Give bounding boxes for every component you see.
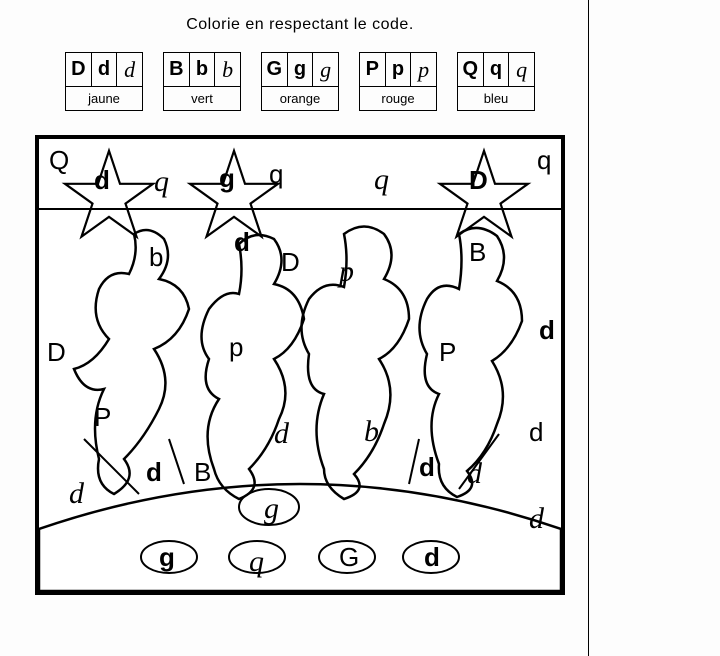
legend-item: Q q q bleu <box>457 52 535 111</box>
legend-color-label: vert <box>164 87 240 110</box>
legend-letter: p <box>411 53 436 87</box>
legend-letter: b <box>215 53 240 87</box>
drawing-letter: b <box>364 417 379 447</box>
drawing-letter: P <box>439 339 456 365</box>
legend-item: P p p rouge <box>359 52 437 111</box>
drawing-letter: d <box>146 459 162 485</box>
drawing-letter: d <box>94 167 110 193</box>
legend-color-label: rouge <box>360 87 436 110</box>
drawing-letter: g <box>264 494 279 524</box>
coloring-drawing: QdqgqqDqbdDpBDpPdPdbddBdddgdgqGd <box>35 135 565 595</box>
legend-letter: g <box>313 53 338 87</box>
drawing-letter: p <box>229 334 243 360</box>
worksheet-page: Colorie en respectant le code. D d d jau… <box>10 0 590 595</box>
drawing-letter: d <box>274 419 289 449</box>
color-legend: D d d jaune B b b vert G g g orange P <box>10 52 590 111</box>
drawing-letter: g <box>219 165 235 191</box>
legend-color-label: bleu <box>458 87 534 110</box>
legend-letter: q <box>484 53 510 87</box>
legend-letter: b <box>190 53 216 87</box>
drawing-letter: b <box>149 244 163 270</box>
legend-letter: D <box>66 53 92 87</box>
legend-item: B b b vert <box>163 52 241 111</box>
page-divider <box>588 0 589 656</box>
drawing-letter: p <box>339 257 354 287</box>
drawing-letter: d <box>529 504 544 534</box>
drawing-letter: d <box>529 419 543 445</box>
drawing-letter: q <box>249 547 264 577</box>
drawing-letter: Q <box>49 147 69 173</box>
drawing-letter: g <box>159 544 175 570</box>
legend-letter: G <box>262 53 288 87</box>
drawing-svg <box>39 139 561 591</box>
legend-letter: B <box>164 53 190 87</box>
legend-letter: q <box>509 53 534 87</box>
drawing-letter: d <box>539 317 555 343</box>
drawing-letter: P <box>94 404 111 430</box>
drawing-letter: q <box>374 165 389 195</box>
drawing-letter: B <box>194 459 211 485</box>
legend-letter: d <box>92 53 118 87</box>
drawing-letter: B <box>469 239 486 265</box>
drawing-letter: D <box>469 167 488 193</box>
legend-item: D d d jaune <box>65 52 143 111</box>
legend-color-label: orange <box>262 87 338 110</box>
drawing-letter: d <box>69 479 84 509</box>
legend-letter: d <box>117 53 142 87</box>
legend-letter: p <box>386 53 412 87</box>
drawing-letter: d <box>424 544 440 570</box>
legend-letter: Q <box>458 53 484 87</box>
instruction-title: Colorie en respectant le code. <box>10 0 590 52</box>
drawing-letter: d <box>467 459 482 489</box>
drawing-letter: q <box>537 147 551 173</box>
drawing-letter: D <box>47 339 66 365</box>
drawing-letter: d <box>419 454 435 480</box>
drawing-letter: q <box>154 167 169 197</box>
legend-letter: g <box>288 53 314 87</box>
legend-letter: P <box>360 53 386 87</box>
drawing-letter: d <box>234 229 250 255</box>
legend-item: G g g orange <box>261 52 339 111</box>
drawing-letter: q <box>269 161 283 187</box>
drawing-letter: D <box>281 249 300 275</box>
legend-color-label: jaune <box>66 87 142 110</box>
drawing-letter: G <box>339 544 359 570</box>
